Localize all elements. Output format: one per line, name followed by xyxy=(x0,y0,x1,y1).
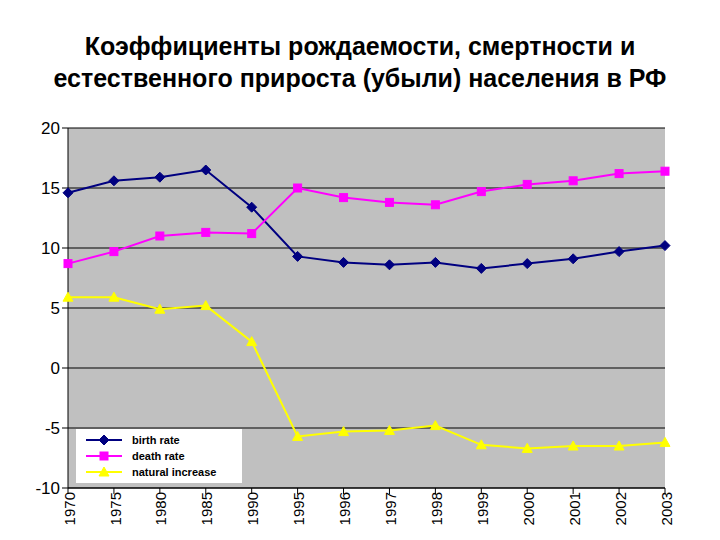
svg-text:1990: 1990 xyxy=(244,492,261,525)
svg-text:1970: 1970 xyxy=(61,492,78,525)
html-text:Коэффициенты рождаемости, смер: Коэффициенты рождаемости, смертности и е… xyxy=(53,32,667,92)
svg-text:1975: 1975 xyxy=(107,492,124,525)
svg-text:2001: 2001 xyxy=(566,492,583,525)
svg-text:5: 5 xyxy=(51,299,60,318)
svg-text:-5: -5 xyxy=(45,419,60,438)
html-text:natural increase: natural increase xyxy=(132,466,217,478)
svg-text:10: 10 xyxy=(41,239,60,258)
html-text:death rate: death rate xyxy=(132,450,185,462)
svg-text:15: 15 xyxy=(41,179,60,198)
svg-text:-10: -10 xyxy=(35,479,60,498)
svg-text:1980: 1980 xyxy=(152,492,169,525)
svg-text:1995: 1995 xyxy=(290,492,307,525)
svg-text:1985: 1985 xyxy=(198,492,215,525)
svg-text:1997: 1997 xyxy=(382,492,399,525)
html-text:birth rate: birth rate xyxy=(132,434,180,446)
svg-text:2003: 2003 xyxy=(658,492,675,525)
svg-text:2002: 2002 xyxy=(612,492,629,525)
svg-text:20: 20 xyxy=(41,119,60,138)
svg-text:1996: 1996 xyxy=(336,492,353,525)
svg-text:2000: 2000 xyxy=(520,492,537,525)
svg-text:0: 0 xyxy=(51,359,60,378)
svg-text:1999: 1999 xyxy=(474,492,491,525)
svg-text:1998: 1998 xyxy=(428,492,445,525)
